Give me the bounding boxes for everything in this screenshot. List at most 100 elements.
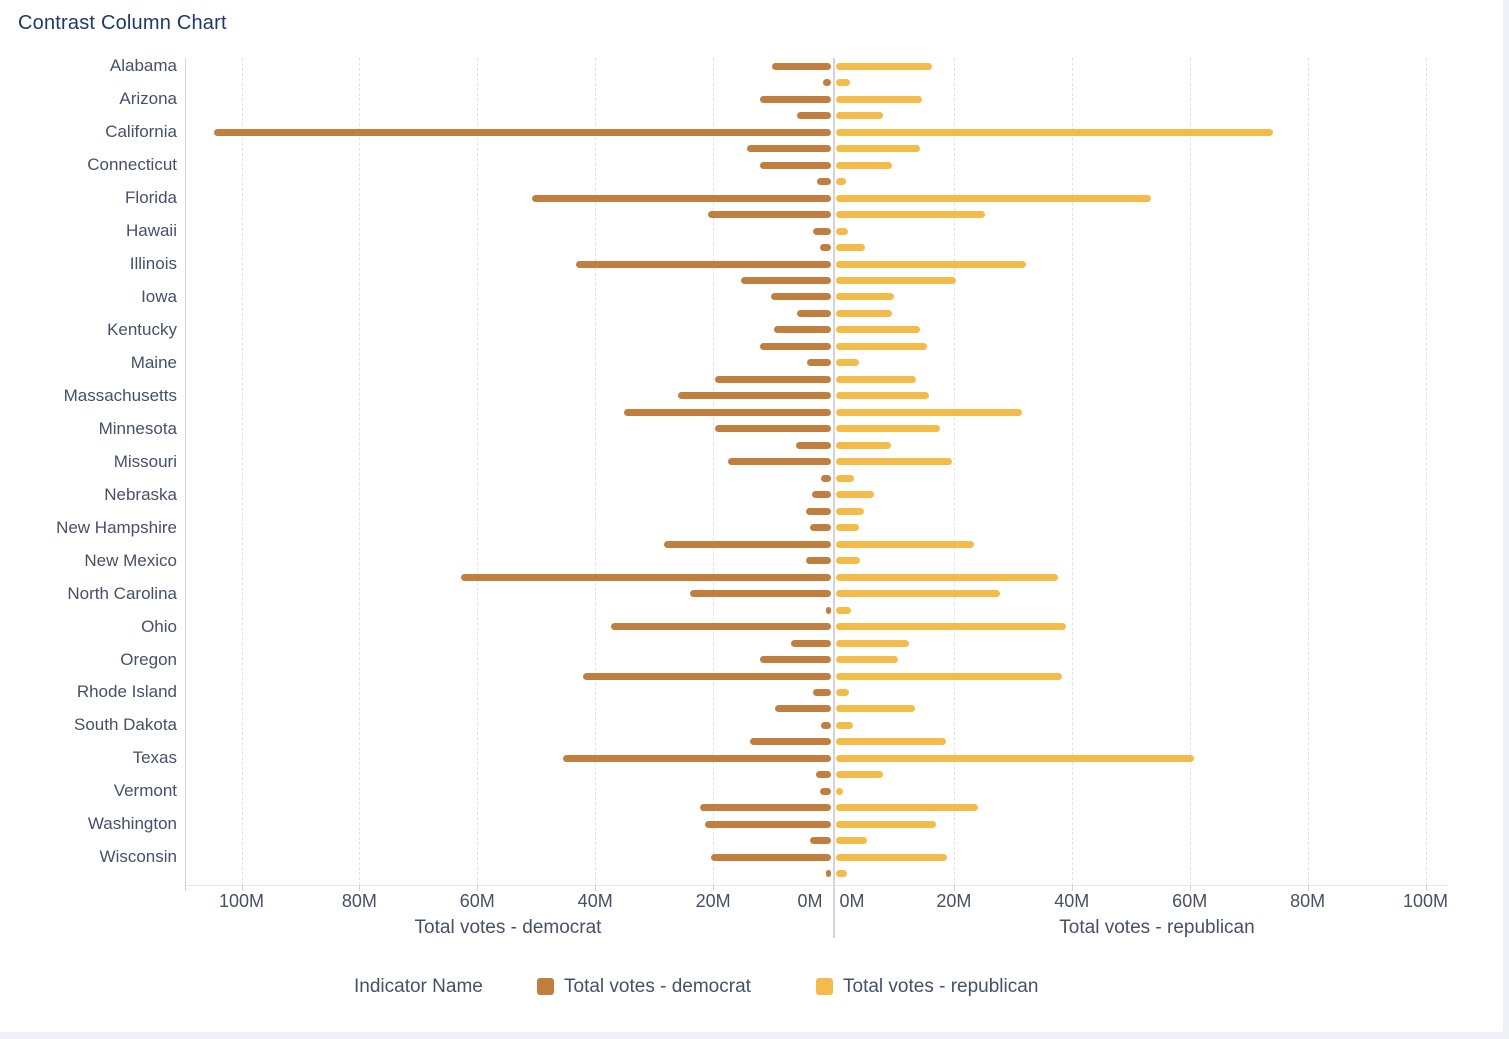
bar-democrat-south-dakota[interactable]	[820, 721, 831, 729]
bar-democrat-iowa[interactable]	[770, 293, 831, 301]
bar-democrat-wisconsin[interactable]	[711, 853, 831, 861]
bar-republican-california[interactable]	[836, 128, 1274, 136]
bar-republican-wyoming[interactable]	[836, 870, 848, 878]
bar-republican-maryland[interactable]	[836, 375, 916, 383]
bar-republican-kentucky[interactable]	[836, 326, 920, 334]
bar-republican-mississippi[interactable]	[836, 441, 891, 449]
bar-republican-oklahoma[interactable]	[836, 639, 910, 647]
bar-democrat-kansas[interactable]	[797, 309, 831, 317]
bar-democrat-maryland[interactable]	[715, 375, 831, 383]
bar-democrat-illinois[interactable]	[575, 260, 831, 268]
bar-republican-new-jersey[interactable]	[836, 540, 974, 548]
vertical-scrollbar[interactable]	[1503, 0, 1509, 1039]
bar-democrat-mississippi[interactable]	[795, 441, 831, 449]
bar-republican-hawaii[interactable]	[836, 227, 849, 235]
bar-democrat-pennsylvania[interactable]	[582, 672, 831, 680]
bar-republican-west-virginia[interactable]	[836, 837, 867, 845]
bar-republican-new-hampshire[interactable]	[836, 524, 859, 532]
bar-democrat-north-carolina[interactable]	[689, 590, 831, 598]
bar-democrat-maine[interactable]	[807, 359, 831, 367]
bar-democrat-rhode-island[interactable]	[812, 688, 831, 696]
bar-democrat-west-virginia[interactable]	[809, 837, 831, 845]
bar-democrat-alabama[interactable]	[772, 62, 831, 70]
bar-republican-iowa[interactable]	[836, 293, 895, 301]
bar-democrat-virginia[interactable]	[699, 804, 831, 812]
bar-democrat-ohio[interactable]	[611, 623, 831, 631]
bar-democrat-massachusetts[interactable]	[677, 392, 831, 400]
bar-republican-maine[interactable]	[836, 359, 859, 367]
bar-republican-north-carolina[interactable]	[836, 590, 1001, 598]
bar-democrat-idaho[interactable]	[819, 244, 831, 252]
bar-democrat-missouri[interactable]	[727, 458, 831, 466]
bar-democrat-colorado[interactable]	[747, 145, 831, 153]
bar-democrat-minnesota[interactable]	[715, 425, 831, 433]
bar-republican-new-york[interactable]	[836, 573, 1058, 581]
bar-republican-nebraska[interactable]	[836, 491, 874, 499]
horizontal-scrollbar[interactable]	[0, 1032, 1509, 1039]
bar-republican-pennsylvania[interactable]	[836, 672, 1063, 680]
bar-democrat-south-carolina[interactable]	[774, 705, 831, 713]
bar-republican-minnesota[interactable]	[836, 425, 941, 433]
bar-democrat-wyoming[interactable]	[826, 870, 831, 878]
bar-democrat-nebraska[interactable]	[812, 491, 831, 499]
bar-republican-florida[interactable]	[836, 194, 1152, 202]
bar-republican-idaho[interactable]	[836, 244, 865, 252]
bar-republican-michigan[interactable]	[836, 408, 1022, 416]
bar-republican-nevada[interactable]	[836, 507, 864, 515]
bar-democrat-nevada[interactable]	[805, 507, 831, 515]
bar-democrat-montana[interactable]	[820, 474, 831, 482]
bar-democrat-new-mexico[interactable]	[805, 557, 831, 565]
bar-republican-alabama[interactable]	[836, 62, 933, 70]
bar-republican-ohio[interactable]	[836, 623, 1067, 631]
bar-democrat-utah[interactable]	[816, 771, 831, 779]
bar-republican-south-carolina[interactable]	[836, 705, 915, 713]
bar-democrat-new-york[interactable]	[461, 573, 831, 581]
bar-democrat-florida[interactable]	[532, 194, 831, 202]
bar-republican-vermont[interactable]	[836, 787, 844, 795]
bar-democrat-kentucky[interactable]	[773, 326, 831, 334]
bar-democrat-arkansas[interactable]	[796, 112, 831, 120]
bar-republican-texas[interactable]	[836, 754, 1194, 762]
bar-democrat-delaware[interactable]	[816, 178, 831, 186]
bar-democrat-connecticut[interactable]	[760, 161, 831, 169]
bar-democrat-washington[interactable]	[705, 820, 831, 828]
bar-republican-washington[interactable]	[836, 820, 936, 828]
bar-republican-colorado[interactable]	[836, 145, 921, 153]
bar-democrat-louisiana[interactable]	[759, 342, 831, 350]
bar-democrat-oregon[interactable]	[760, 656, 831, 664]
bar-republican-virginia[interactable]	[836, 804, 979, 812]
bar-republican-illinois[interactable]	[836, 260, 1027, 268]
bar-republican-rhode-island[interactable]	[836, 688, 849, 696]
bar-republican-north-dakota[interactable]	[836, 606, 852, 614]
bar-republican-alaska[interactable]	[836, 79, 851, 87]
bar-democrat-north-dakota[interactable]	[826, 606, 831, 614]
bar-republican-arkansas[interactable]	[836, 112, 883, 120]
bar-republican-massachusetts[interactable]	[836, 392, 929, 400]
bar-republican-tennessee[interactable]	[836, 738, 947, 746]
bar-republican-wisconsin[interactable]	[836, 853, 948, 861]
bar-republican-missouri[interactable]	[836, 458, 952, 466]
bar-republican-kansas[interactable]	[836, 309, 892, 317]
bar-republican-utah[interactable]	[836, 771, 883, 779]
bar-democrat-hawaii[interactable]	[812, 227, 831, 235]
bar-democrat-arizona[interactable]	[759, 95, 831, 103]
bar-democrat-new-jersey[interactable]	[663, 540, 831, 548]
bar-republican-indiana[interactable]	[836, 276, 956, 284]
bar-democrat-new-hampshire[interactable]	[809, 524, 831, 532]
bar-democrat-alaska[interactable]	[822, 79, 831, 87]
bar-democrat-california[interactable]	[214, 128, 831, 136]
bar-republican-delaware[interactable]	[836, 178, 847, 186]
bar-republican-south-dakota[interactable]	[836, 721, 853, 729]
bar-democrat-michigan[interactable]	[624, 408, 831, 416]
bar-republican-connecticut[interactable]	[836, 161, 892, 169]
bar-republican-new-mexico[interactable]	[836, 557, 860, 565]
bar-democrat-indiana[interactable]	[741, 276, 831, 284]
bar-republican-louisiana[interactable]	[836, 342, 928, 350]
bar-republican-oregon[interactable]	[836, 656, 899, 664]
bar-democrat-georgia[interactable]	[708, 211, 831, 219]
bar-democrat-oklahoma[interactable]	[790, 639, 831, 647]
bar-republican-montana[interactable]	[836, 474, 855, 482]
bar-democrat-texas[interactable]	[563, 754, 831, 762]
bar-democrat-tennessee[interactable]	[749, 738, 831, 746]
bar-democrat-vermont[interactable]	[819, 787, 831, 795]
